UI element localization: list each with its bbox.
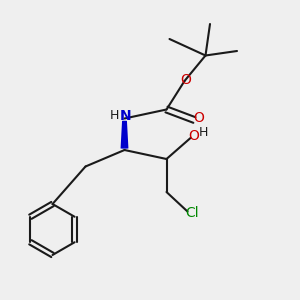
Text: H: H [110, 109, 120, 122]
Text: N: N [119, 109, 131, 122]
Text: O: O [193, 111, 204, 124]
Text: O: O [181, 73, 191, 86]
Text: O: O [189, 129, 200, 142]
Text: H: H [198, 126, 208, 139]
Text: Cl: Cl [185, 206, 199, 220]
